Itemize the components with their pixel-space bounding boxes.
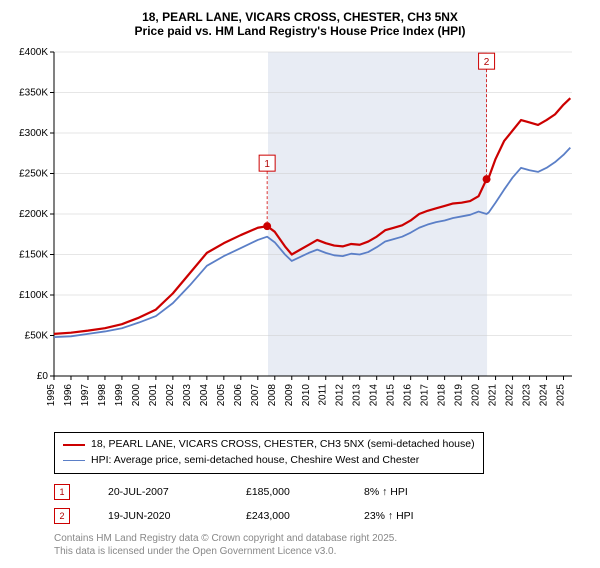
svg-text:1999: 1999 (114, 384, 125, 407)
svg-text:2016: 2016 (403, 384, 414, 407)
legend: 18, PEARL LANE, VICARS CROSS, CHESTER, C… (54, 432, 484, 474)
copyright: Contains HM Land Registry data © Crown c… (54, 532, 590, 558)
copyright-line-1: Contains HM Land Registry data © Crown c… (54, 532, 590, 545)
svg-text:£350K: £350K (19, 88, 48, 99)
sale-price: £185,000 (246, 486, 326, 498)
svg-text:2009: 2009 (284, 384, 295, 407)
svg-text:2018: 2018 (437, 384, 448, 407)
svg-text:2003: 2003 (182, 384, 193, 407)
sale-pct: 8% ↑ HPI (364, 486, 444, 498)
title-line-2: Price paid vs. HM Land Registry's House … (10, 24, 590, 38)
legend-label-price-paid: 18, PEARL LANE, VICARS CROSS, CHESTER, C… (91, 437, 475, 453)
svg-text:£50K: £50K (25, 331, 49, 342)
svg-text:2013: 2013 (352, 384, 363, 407)
sale-date: 20-JUL-2007 (108, 486, 208, 498)
sale-markers-table: 1 20-JUL-2007 £185,000 8% ↑ HPI 2 19-JUN-2020… (54, 484, 590, 524)
svg-text:£150K: £150K (19, 250, 48, 261)
legend-row-hpi: HPI: Average price, semi-detached house,… (63, 453, 475, 469)
svg-text:1996: 1996 (63, 384, 74, 407)
svg-text:2010: 2010 (301, 384, 312, 407)
chart-title: 18, PEARL LANE, VICARS CROSS, CHESTER, C… (10, 10, 590, 38)
svg-text:£400K: £400K (19, 47, 48, 58)
chart-area: £0 £50K £100K £150K £200K £250K £300K £350K £400… (10, 46, 580, 426)
sale-pct: 23% ↑ HPI (364, 510, 444, 522)
sale-marker-icon: 2 (54, 508, 70, 524)
svg-text:£250K: £250K (19, 169, 48, 180)
legend-row-price-paid: 18, PEARL LANE, VICARS CROSS, CHESTER, C… (63, 437, 475, 453)
svg-text:1998: 1998 (97, 384, 108, 407)
svg-text:2019: 2019 (454, 384, 465, 407)
legend-swatch-hpi (63, 460, 85, 461)
svg-text:1: 1 (264, 159, 270, 170)
svg-text:2024: 2024 (539, 384, 550, 407)
svg-text:£0: £0 (37, 371, 49, 382)
svg-text:2014: 2014 (369, 384, 380, 407)
sale-date: 19-JUN-2020 (108, 510, 208, 522)
svg-text:2002: 2002 (165, 384, 176, 407)
svg-text:1995: 1995 (46, 384, 57, 407)
svg-text:2004: 2004 (199, 384, 210, 407)
legend-label-hpi: HPI: Average price, semi-detached house,… (91, 453, 419, 469)
svg-text:2011: 2011 (318, 384, 329, 406)
svg-text:2000: 2000 (131, 384, 142, 407)
title-line-1: 18, PEARL LANE, VICARS CROSS, CHESTER, C… (10, 10, 590, 24)
svg-text:2001: 2001 (148, 384, 159, 407)
svg-text:2006: 2006 (233, 384, 244, 407)
legend-swatch-price-paid (63, 444, 85, 446)
copyright-line-2: This data is licensed under the Open Gov… (54, 545, 590, 558)
line-chart: £0 £50K £100K £150K £200K £250K £300K £350K £400… (10, 46, 580, 426)
svg-text:2: 2 (484, 57, 490, 68)
svg-text:£100K: £100K (19, 290, 48, 301)
svg-text:1997: 1997 (80, 384, 91, 407)
sale-price: £243,000 (246, 510, 326, 522)
svg-text:2008: 2008 (267, 384, 278, 407)
svg-text:2023: 2023 (522, 384, 533, 407)
svg-text:2005: 2005 (216, 384, 227, 407)
svg-text:2015: 2015 (386, 384, 397, 407)
svg-text:2017: 2017 (420, 384, 431, 407)
svg-text:2020: 2020 (471, 384, 482, 407)
svg-text:£300K: £300K (19, 128, 48, 139)
svg-text:£200K: £200K (19, 209, 48, 220)
svg-text:2012: 2012 (335, 384, 346, 407)
svg-text:2025: 2025 (556, 384, 567, 407)
sale-marker-icon: 1 (54, 484, 70, 500)
svg-text:2022: 2022 (505, 384, 516, 407)
sale-marker-row: 1 20-JUL-2007 £185,000 8% ↑ HPI (54, 484, 590, 500)
sale-marker-row: 2 19-JUN-2020 £243,000 23% ↑ HPI (54, 508, 590, 524)
svg-text:2007: 2007 (250, 384, 261, 407)
svg-text:2021: 2021 (488, 384, 499, 407)
